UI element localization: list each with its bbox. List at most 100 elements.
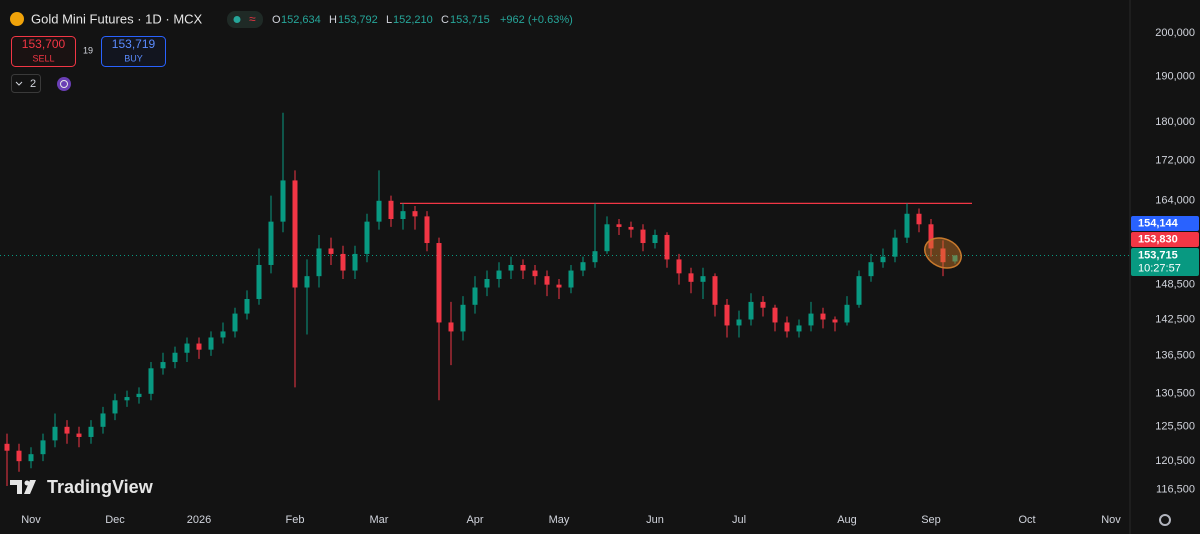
buy-label: BUY <box>124 53 143 63</box>
candle-body <box>604 224 610 252</box>
candle-body <box>52 426 58 441</box>
candle-body <box>736 319 742 326</box>
x-tick-label: Jul <box>732 514 746 526</box>
sell-button[interactable] <box>11 36 76 67</box>
candle-body <box>664 234 670 260</box>
x-tick-label: Nov <box>1101 514 1121 526</box>
candle-body <box>640 229 646 244</box>
sell-label: SELL <box>32 53 54 63</box>
candle-body <box>928 224 934 249</box>
candle-body <box>724 304 730 326</box>
y-tick-label: 172,000 <box>1155 154 1195 166</box>
symbol-title[interactable]: Gold Mini Futures · 1D · MCX <box>31 11 203 26</box>
candle-body <box>892 237 898 257</box>
candle-body <box>388 200 394 220</box>
candle-body <box>40 440 46 455</box>
candle-body <box>652 234 658 244</box>
candle-body <box>568 270 574 288</box>
indicator-count: 2 <box>30 78 36 90</box>
candle-body <box>916 213 922 225</box>
candle-body <box>220 331 226 338</box>
y-tick-label: 180,000 <box>1155 116 1195 128</box>
candle-body <box>280 180 286 222</box>
indicators-toggle[interactable] <box>11 74 41 93</box>
candle-body <box>544 276 550 285</box>
x-tick-label: Jun <box>646 514 664 526</box>
candle-body <box>364 221 370 254</box>
settings-gear[interactable] <box>1159 514 1171 526</box>
candle-body <box>376 200 382 222</box>
candle-body <box>436 243 442 323</box>
ohlc-value: 152,210 <box>393 14 433 26</box>
y-tick-label: 190,000 <box>1155 70 1195 82</box>
price-tag <box>1131 247 1199 276</box>
x-tick-label: Apr <box>466 514 483 526</box>
candle-body <box>412 211 418 217</box>
ohlc-value: 152,634 <box>281 14 321 26</box>
candle-body <box>676 259 682 274</box>
price-tag <box>1131 215 1199 231</box>
candle-body <box>880 256 886 263</box>
symbol-icon <box>10 12 24 26</box>
candle-body <box>868 262 874 277</box>
y-tick-label: 120,500 <box>1155 455 1195 467</box>
replay-icon[interactable] <box>57 77 71 91</box>
y-tick-label: 130,500 <box>1155 388 1195 400</box>
buy-price: 153,719 <box>112 37 156 51</box>
candle-body <box>952 255 958 262</box>
spread: 19 <box>83 45 93 55</box>
x-tick-label: May <box>549 514 570 526</box>
x-tick-label: Feb <box>286 514 305 526</box>
candle-body <box>772 307 778 323</box>
status-icon: ≈ <box>249 12 256 26</box>
candle-body <box>760 301 766 308</box>
ohlc-change: +962 (+0.63%) <box>500 14 573 26</box>
candle-body <box>88 426 94 437</box>
candle-body <box>472 287 478 305</box>
x-tick-label: Sep <box>921 514 941 526</box>
candle-body <box>172 352 178 363</box>
price-tag-label: 154,144 <box>1138 217 1179 229</box>
candle-body <box>556 284 562 288</box>
candle-body <box>316 248 322 277</box>
logo-dot <box>24 480 30 486</box>
candle-body <box>508 264 514 271</box>
candle-body <box>424 216 430 244</box>
logo-icon <box>10 480 36 494</box>
candle-body <box>820 313 826 320</box>
candle-body <box>796 325 802 332</box>
replay-icon-inner <box>60 80 68 88</box>
price-tag-timer: 10:27:57 <box>1138 262 1181 274</box>
ohlc-value: 153,715 <box>450 14 490 26</box>
candle-body <box>64 426 70 434</box>
candle-body <box>520 264 526 271</box>
candle-body <box>856 276 862 305</box>
candle-body <box>904 213 910 238</box>
status-dot <box>233 16 241 23</box>
status-pill[interactable] <box>227 11 263 28</box>
candle-body <box>484 278 490 288</box>
candle-body <box>592 251 598 263</box>
y-tick-label: 116,500 <box>1156 484 1195 496</box>
y-tick-label: 148,500 <box>1155 279 1195 291</box>
ohlc-key: H <box>329 14 337 26</box>
candle-body <box>136 393 142 398</box>
candle-body <box>940 248 946 263</box>
ohlc-key: O <box>272 14 281 26</box>
candle-body <box>448 322 454 332</box>
candle-body <box>112 400 118 414</box>
y-tick-label: 200,000 <box>1155 27 1195 39</box>
ohlc-legend: O 152,634 H 153,792 L 152,210 C 153,715 … <box>272 14 573 26</box>
candle-body <box>76 433 82 437</box>
sell-price: 153,700 <box>22 37 66 51</box>
candle-body <box>328 248 334 254</box>
ohlc-key: L <box>386 14 392 26</box>
candle-body <box>100 413 106 427</box>
buy-button[interactable] <box>101 36 166 67</box>
logo-text: TradingView <box>47 477 154 497</box>
candle-body <box>16 450 22 462</box>
x-tick-label: Dec <box>105 514 125 526</box>
